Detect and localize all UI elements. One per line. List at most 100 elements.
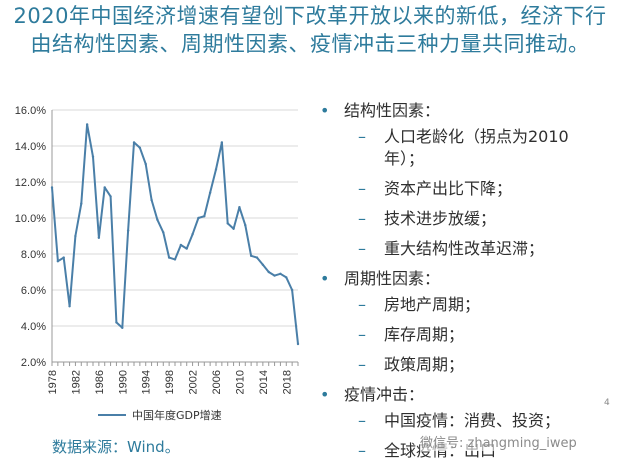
chart-legend: 中国年度GDP增速 bbox=[98, 408, 222, 422]
page-number: 4 bbox=[604, 398, 610, 408]
data-point bbox=[232, 227, 235, 230]
y-tick-label: 2.0% bbox=[21, 357, 46, 369]
dash-icon: – bbox=[358, 239, 366, 258]
wechat-watermark: 微信号: zhangming_iwep bbox=[420, 432, 577, 451]
data-point bbox=[126, 229, 130, 232]
bullet-item: – 重大结构性改革迟滞； bbox=[344, 238, 620, 260]
bullet-item-text: 人口老龄化（拐点为2010年）； bbox=[384, 127, 569, 168]
data-point bbox=[162, 231, 165, 234]
dash-icon: – bbox=[358, 209, 366, 228]
data-point bbox=[226, 222, 229, 225]
dash-icon: – bbox=[358, 355, 366, 374]
y-axis-ticks: 2.0% 4.0% 6.0% 8.0% 10.0% 12.0% 14.0% 16.0% bbox=[15, 105, 46, 369]
data-point bbox=[249, 254, 253, 257]
data-point bbox=[132, 141, 136, 144]
data-source: 数据来源：Wind。 bbox=[52, 438, 180, 456]
y-tick-label: 8.0% bbox=[21, 249, 46, 261]
y-tick-label: 4.0% bbox=[21, 321, 46, 333]
data-point bbox=[103, 186, 106, 189]
x-tick-label: 1994 bbox=[141, 370, 153, 394]
data-point bbox=[214, 168, 218, 171]
data-point bbox=[273, 274, 276, 277]
data-point bbox=[80, 202, 83, 205]
bullet-item-text: 中国疫情：消费、投资； bbox=[384, 411, 561, 430]
bullet-item-text: 资本产出比下降； bbox=[384, 179, 513, 198]
x-tick-label: 1990 bbox=[117, 370, 129, 394]
data-point bbox=[290, 288, 294, 292]
data-point bbox=[296, 342, 300, 346]
dash-icon: – bbox=[358, 325, 366, 344]
x-tick-label: 2002 bbox=[188, 370, 200, 394]
dash-icon: – bbox=[358, 127, 366, 146]
data-point bbox=[144, 162, 147, 166]
bullet-dot-icon: • bbox=[320, 101, 330, 120]
bullet-group: • 周期性因素： – 房地产周期； – 库存周期； – 政策周期； bbox=[320, 268, 620, 376]
data-point bbox=[203, 215, 206, 218]
gdp-growth-chart: 2.0% 4.0% 6.0% 8.0% 10.0% 12.0% 14.0% 16.0% 197… bbox=[15, 105, 300, 422]
data-point bbox=[255, 256, 259, 259]
bullet-group-label: 疫情冲击： bbox=[344, 385, 425, 404]
data-point bbox=[150, 198, 153, 202]
data-point bbox=[208, 191, 212, 194]
data-point bbox=[197, 216, 200, 220]
data-point bbox=[97, 236, 101, 239]
bullet-item: – 资本产出比下降； bbox=[344, 178, 620, 200]
bullet-group-label: 结构性因素： bbox=[344, 101, 441, 120]
x-axis-ticks: 1978 1982 1986 1990 1994 1998 2002 2006 2010 2014… bbox=[47, 362, 299, 394]
bullet-item-text: 重大结构性改革迟滞； bbox=[384, 239, 545, 258]
y-tick-label: 16.0% bbox=[15, 105, 46, 117]
bullet-item: – 库存周期； bbox=[344, 324, 620, 346]
y-tick-label: 14.0% bbox=[15, 141, 46, 153]
data-point bbox=[220, 141, 224, 144]
data-point bbox=[285, 276, 288, 279]
x-tick-label: 2014 bbox=[258, 370, 270, 394]
x-tick-label: 1998 bbox=[164, 370, 176, 394]
bullet-item-text: 库存周期； bbox=[384, 325, 465, 344]
data-point bbox=[185, 247, 188, 250]
chart-series bbox=[50, 123, 300, 346]
x-tick-label: 1986 bbox=[94, 370, 106, 394]
data-point bbox=[279, 272, 282, 275]
bullet-dot-icon: • bbox=[320, 385, 330, 404]
bullet-item: – 人口老龄化（拐点为2010年）； bbox=[344, 126, 620, 170]
data-point bbox=[109, 195, 112, 198]
data-point bbox=[91, 155, 95, 158]
series-line bbox=[51, 123, 299, 345]
data-point bbox=[85, 123, 89, 126]
x-tick-label: 1982 bbox=[70, 370, 82, 394]
data-point bbox=[68, 305, 71, 308]
bullet-item: – 中国疫情：消费、投资； bbox=[344, 410, 620, 432]
bullet-item: – 房地产周期； bbox=[344, 294, 620, 316]
dash-icon: – bbox=[358, 295, 366, 314]
y-tick-label: 6.0% bbox=[21, 285, 46, 297]
x-tick-label: 2010 bbox=[234, 370, 246, 394]
bullet-dot-icon: • bbox=[320, 269, 330, 288]
data-point bbox=[156, 218, 159, 221]
data-point bbox=[238, 206, 241, 209]
data-point bbox=[121, 326, 124, 329]
bullet-list: • 结构性因素： – 人口老龄化（拐点为2010年）； – 资本产出比下降； – 技术进步放缓… bbox=[320, 100, 620, 470]
x-tick-label: 1978 bbox=[47, 370, 59, 394]
y-tick-label: 10.0% bbox=[15, 213, 46, 225]
data-point bbox=[74, 234, 77, 238]
data-point bbox=[179, 243, 183, 247]
bullet-item: – 技术进步放缓； bbox=[344, 208, 620, 230]
data-point bbox=[261, 263, 265, 266]
bullet-item: – 政策周期； bbox=[344, 354, 620, 376]
data-point bbox=[173, 258, 177, 261]
data-point bbox=[62, 256, 65, 259]
y-tick-label: 12.0% bbox=[15, 177, 46, 189]
data-point bbox=[167, 256, 171, 259]
chart-axes bbox=[51, 110, 298, 363]
x-tick-label: 2006 bbox=[211, 370, 223, 394]
dash-icon: – bbox=[358, 441, 366, 460]
data-point bbox=[191, 233, 194, 236]
data-point bbox=[115, 321, 118, 324]
page-title: 2020年中国经济增速有望创下改革开放以来的新低，经济下行由结构性因素、周期性因… bbox=[13, 4, 607, 56]
data-point bbox=[244, 224, 247, 227]
bullet-item-text: 房地产周期； bbox=[384, 295, 481, 314]
dash-icon: – bbox=[358, 411, 366, 430]
data-point bbox=[138, 146, 142, 149]
chart-gridlines bbox=[52, 109, 298, 363]
bullet-group-label: 周期性因素： bbox=[344, 269, 441, 288]
